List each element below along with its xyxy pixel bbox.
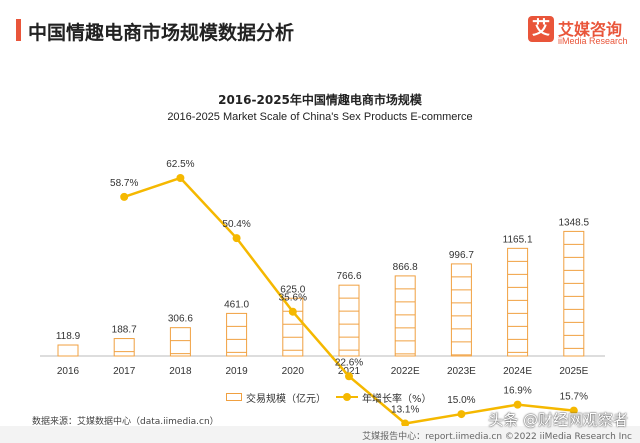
- bar-value-label: 306.6: [168, 314, 193, 325]
- growth-point-2017: [120, 192, 129, 201]
- growth-point-2022E: [401, 419, 410, 428]
- legend-line-label: 年增长率（%）: [362, 394, 432, 405]
- chart-legend: 交易规模（亿元） 年增长率（%）: [0, 390, 640, 406]
- data-source: 数据来源：艾媒数据中心（data.iimedia.cn）: [32, 417, 219, 427]
- bar-value-label: 1348.5: [559, 217, 590, 228]
- bar-rect-2022E: [394, 275, 416, 357]
- bar-value-label: 1165.1: [503, 234, 533, 245]
- bar-rect-2021: [338, 284, 360, 357]
- footer-bar: [0, 426, 640, 443]
- growth-rate-label: 15.7%: [560, 392, 588, 403]
- bar-value-label: 118.9: [56, 331, 81, 342]
- bar-rect-2024E: [507, 247, 529, 357]
- bar-rect-2023E: [450, 263, 472, 357]
- growth-rate-label: 13.1%: [391, 405, 419, 416]
- iimedia-logo: 艾 艾媒咨询 iiMedia Research: [528, 16, 628, 56]
- bar-2020: [282, 297, 304, 357]
- bar-rect-2019: [226, 312, 248, 357]
- bar-value-label: 188.7: [112, 325, 137, 336]
- bar-rect-2025E: [563, 230, 585, 357]
- growth-rate-label: 22.6%: [335, 357, 363, 368]
- bar-rect-2017: [113, 338, 135, 357]
- bar-2025E: [563, 230, 585, 357]
- x-tick-label: 2018: [169, 366, 192, 377]
- x-tick-label: 2024E: [503, 366, 532, 377]
- growth-rate-label: 58.7%: [110, 178, 138, 189]
- growth-point-2021: [345, 372, 353, 381]
- bar-2018: [169, 327, 191, 357]
- bar-rect-2018: [169, 327, 191, 357]
- logo-mark-icon: 艾: [528, 16, 554, 42]
- growth-rate-label: 35.6%: [279, 293, 307, 304]
- growth-point-2019: [232, 234, 241, 243]
- bar-2017: [113, 338, 135, 357]
- logo-name-cn: 艾媒咨询: [558, 20, 623, 39]
- legend-bar-label: 交易规模（亿元）: [246, 394, 326, 405]
- x-tick-label: 2025E: [559, 366, 588, 377]
- bar-value-label: 461.0: [224, 299, 249, 310]
- growth-rate-label: 16.9%: [503, 386, 531, 397]
- bar-rect-2016: [57, 344, 79, 357]
- bar-2021: [338, 284, 360, 357]
- bar-2019: [226, 312, 248, 357]
- growth-rate-label: 50.4%: [222, 219, 250, 230]
- growth-rate-label: 62.5%: [166, 159, 194, 170]
- bar-2024E: [507, 247, 529, 357]
- x-tick-label: 2022E: [391, 366, 420, 377]
- x-tick-label: 2017: [113, 366, 136, 377]
- footer-text: 艾媒报告中心：report.iimedia.cn ©2022 iiMedia R…: [362, 432, 632, 442]
- chart-subtitle: 2016-2025 Market Scale of China's Sex Pr…: [167, 111, 473, 123]
- page-title: 中国情趣电商市场规模数据分析: [28, 22, 295, 44]
- x-tick-label: 2023E: [447, 366, 476, 377]
- x-tick-label: 2016: [57, 366, 80, 377]
- title-accent-bar: [16, 19, 21, 41]
- bar-value-label: 766.6: [336, 271, 361, 282]
- x-tick-label: 2020: [282, 366, 305, 377]
- growth-point-2025E: [569, 406, 578, 415]
- bar-rect-2020: [282, 297, 304, 357]
- growth-point-2024E: [513, 400, 522, 409]
- bar-value-label: 996.7: [449, 250, 474, 261]
- watermark: 头条 @财经网观察者: [488, 411, 628, 429]
- x-tick-label: 2019: [225, 366, 248, 377]
- growth-point-2020: [288, 307, 297, 316]
- growth-rate-label: 15.0%: [447, 395, 475, 406]
- legend-line-dot: [343, 393, 351, 401]
- x-tick-label: 2021: [338, 366, 361, 377]
- bar-value-label: 866.8: [393, 262, 418, 273]
- bar-2023E: [450, 263, 472, 357]
- bar-2016: [57, 344, 79, 357]
- bar-value-label: 625.0: [280, 284, 305, 295]
- legend-bar-swatch: [226, 393, 242, 401]
- bar-2022E: [394, 275, 416, 357]
- growth-point-2023E: [457, 410, 466, 419]
- logo-name-en: iiMedia Research: [558, 36, 628, 46]
- chart-title: 2016-2025年中国情趣电商市场规模: [218, 93, 422, 107]
- growth-point-2018: [176, 174, 185, 182]
